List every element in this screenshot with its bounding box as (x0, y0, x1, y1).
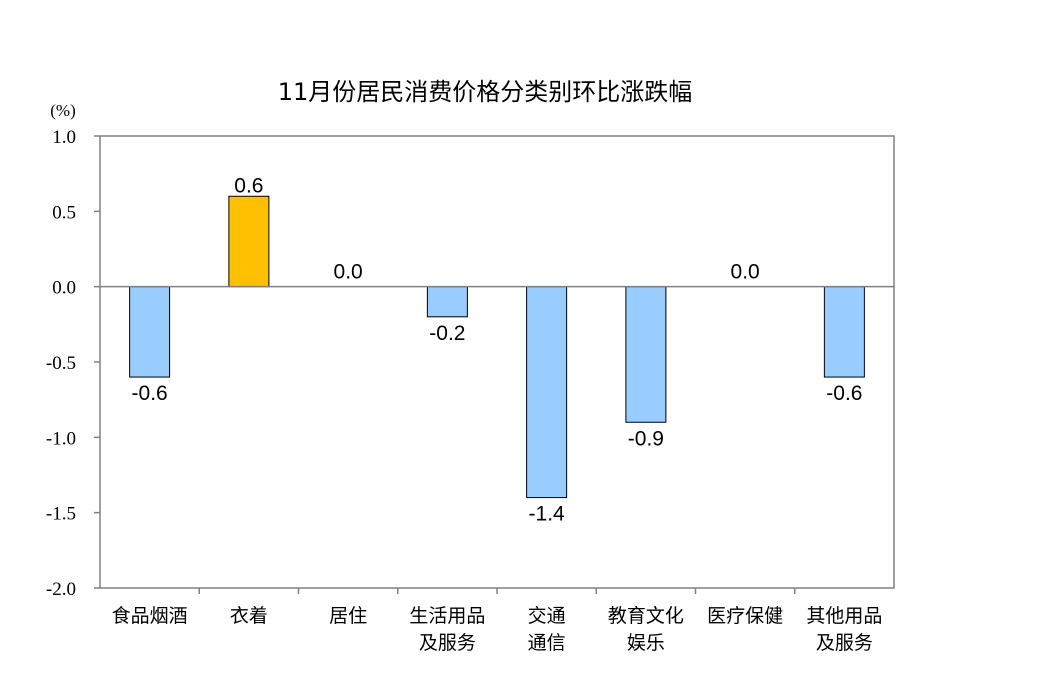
x-tick-label: 及服务 (419, 632, 476, 654)
x-tick-label: 食品烟酒 (112, 605, 188, 627)
x-tick-label: 其他用品 (806, 605, 882, 627)
bar (823, 286, 865, 378)
y-tick-label: -1.5 (46, 504, 76, 525)
x-tick-label: 及服务 (816, 632, 873, 654)
data-labels: -0.6 0.6 0.0 -0.2 -1.4 -0.9 0.0 -0.6 (132, 174, 863, 525)
bar (426, 286, 468, 318)
x-tick-label: 生活用品 (409, 605, 485, 627)
data-label: 0.0 (731, 261, 760, 284)
y-axis: 1.0 0.5 0.0 -0.5 -1.0 -1.5 -2.0 (46, 127, 100, 600)
y-tick-label: -2.0 (46, 579, 76, 600)
x-tick-label: 医疗保健 (707, 605, 783, 627)
chart-title: 11月份居民消费价格分类别环比涨跌幅 (278, 78, 693, 106)
x-tick-label: 娱乐 (627, 632, 665, 654)
data-label: -0.2 (429, 322, 465, 345)
data-label: -0.6 (826, 382, 862, 405)
bars-layer (129, 195, 865, 499)
bar (228, 195, 270, 288)
bar (526, 286, 568, 499)
x-tick-label: 居住 (329, 605, 367, 627)
x-tick-label: 通信 (528, 632, 566, 654)
y-tick-label: 0.5 (52, 202, 76, 223)
y-tick-label: -1.0 (46, 428, 76, 449)
y-tick-label: -0.5 (46, 353, 76, 374)
data-label: -0.6 (132, 382, 168, 405)
data-label: 0.0 (334, 261, 363, 284)
plot-area (99, 135, 895, 589)
data-label: -1.4 (529, 503, 566, 526)
y-tick-label: 0.0 (52, 278, 76, 299)
x-tick-label: 交通 (528, 605, 566, 627)
data-label: 0.6 (234, 174, 263, 197)
bar (129, 286, 171, 378)
y-tick-label: 1.0 (52, 127, 76, 148)
x-tick-label: 教育文化 (608, 605, 684, 627)
x-tick-label: 衣着 (230, 605, 268, 627)
data-label: -0.9 (628, 427, 664, 450)
bar (625, 286, 667, 423)
y-axis-unit: (%) (50, 101, 75, 120)
